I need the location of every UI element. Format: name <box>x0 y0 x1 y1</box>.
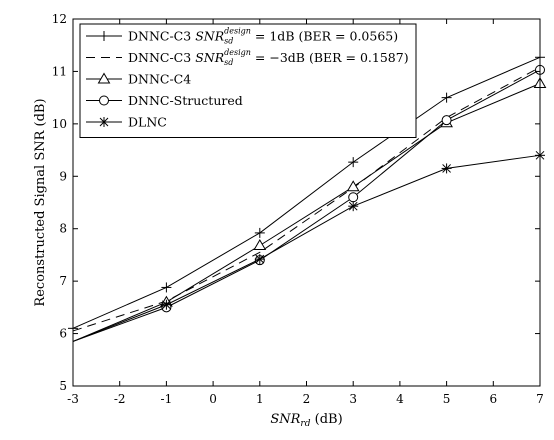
legend-marker <box>99 95 109 106</box>
series-line-5 <box>72 154 541 342</box>
data-point <box>253 238 267 250</box>
legend-entry: DNNC-C4 <box>86 72 191 87</box>
x-tick-label: 3 <box>349 392 357 406</box>
legend-entry: DNNC-C3 SNRdesign sd = −3dB (BER = 0.1587… <box>86 48 409 67</box>
x-tick-label: 7 <box>536 392 544 406</box>
y-tick-label: 9 <box>59 169 67 183</box>
data-point <box>254 254 265 265</box>
data-point <box>441 163 452 174</box>
y-tick-label: 11 <box>52 64 67 78</box>
y-tick-label: 7 <box>59 274 67 288</box>
x-tick-label: -2 <box>114 392 126 406</box>
x-tick-label: -1 <box>161 392 173 406</box>
y-axis-label: Reconstructed Signal SNR (dB) <box>33 98 48 306</box>
series-line-3 <box>72 83 541 342</box>
x-tick-label: -3 <box>67 392 79 406</box>
series-line-4 <box>72 69 541 342</box>
legend-label: DNNC-C3 SNRdesign sd = 1dB (BER = 0.0565) <box>128 27 398 46</box>
data-point <box>348 192 359 203</box>
data-point <box>254 227 265 238</box>
legend-box <box>79 23 417 138</box>
legend-entry: DLNC <box>86 115 167 130</box>
series-line-1 <box>72 56 541 329</box>
series-line-2 <box>72 66 541 332</box>
x-tick-label: 2 <box>303 392 311 406</box>
legend-label: DNNC-C4 <box>128 72 191 87</box>
legend-entry: DNNC-C3 SNRdesign sd = 1dB (BER = 0.0565) <box>86 27 398 46</box>
data-point <box>348 201 359 212</box>
data-point <box>441 92 452 103</box>
legend-marker <box>97 72 111 84</box>
y-tick-label: 8 <box>59 222 67 236</box>
y-tick-label: 10 <box>52 117 67 131</box>
x-axis-label: SNRrd (dB) <box>270 412 342 429</box>
y-tick-label: 6 <box>59 327 67 341</box>
data-point <box>161 299 172 310</box>
y-tick-label: 12 <box>52 12 67 26</box>
x-tick-label: 1 <box>256 392 264 406</box>
data-point <box>348 157 359 168</box>
data-point <box>161 282 172 293</box>
x-tick-label: 4 <box>396 392 404 406</box>
legend-label: DLNC <box>128 115 167 130</box>
legend-label: DNNC-C3 SNRdesign sd = −3dB (BER = 0.1587… <box>128 48 409 67</box>
y-tick-label: 5 <box>59 379 67 393</box>
data-point <box>346 180 360 192</box>
legend: DNNC-C3 SNRdesign sd = 1dB (BER = 0.0565)… <box>79 23 417 138</box>
legend-label: DNNC-Structured <box>128 93 243 108</box>
legend-entry: DNNC-Structured <box>86 93 243 108</box>
legend-marker <box>99 117 109 127</box>
x-tick-label: 0 <box>209 392 217 406</box>
x-tick-label: 6 <box>489 392 497 406</box>
x-tick-label: 5 <box>443 392 451 406</box>
data-point <box>441 115 452 126</box>
legend-marker <box>99 31 109 41</box>
